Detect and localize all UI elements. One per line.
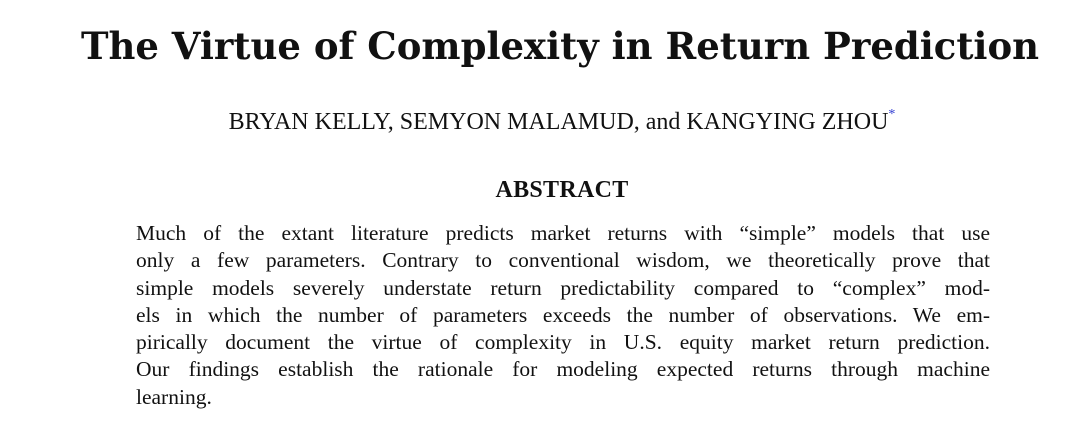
abstract-line: Much of the extant literature predicts m… (136, 221, 990, 245)
abstract-body: Much of the extant literature predicts m… (136, 220, 990, 411)
abstract-line: learning. (136, 384, 212, 409)
abstract-line: only a few parameters. Contrary to conve… (136, 248, 990, 273)
paper-title: The Virtue of Complexity in Return Predi… (80, 24, 1040, 68)
author-names: BRYAN KELLY, SEMYON MALAMUD, and KANGYIN… (228, 109, 889, 135)
abstract-line: simple models severely understate return… (136, 275, 990, 300)
footnote-marker[interactable]: * (888, 107, 896, 122)
abstract-line: pirically document the virtue of complex… (136, 330, 990, 355)
author-line: BRYAN KELLY, SEMYON MALAMUD, and KANGYIN… (0, 101, 1080, 138)
abstract-line: Our findings establish the rationale for… (136, 357, 990, 382)
abstract-line: els in which the number of parameters ex… (136, 302, 990, 327)
abstract-heading: ABSTRACT (495, 177, 629, 203)
